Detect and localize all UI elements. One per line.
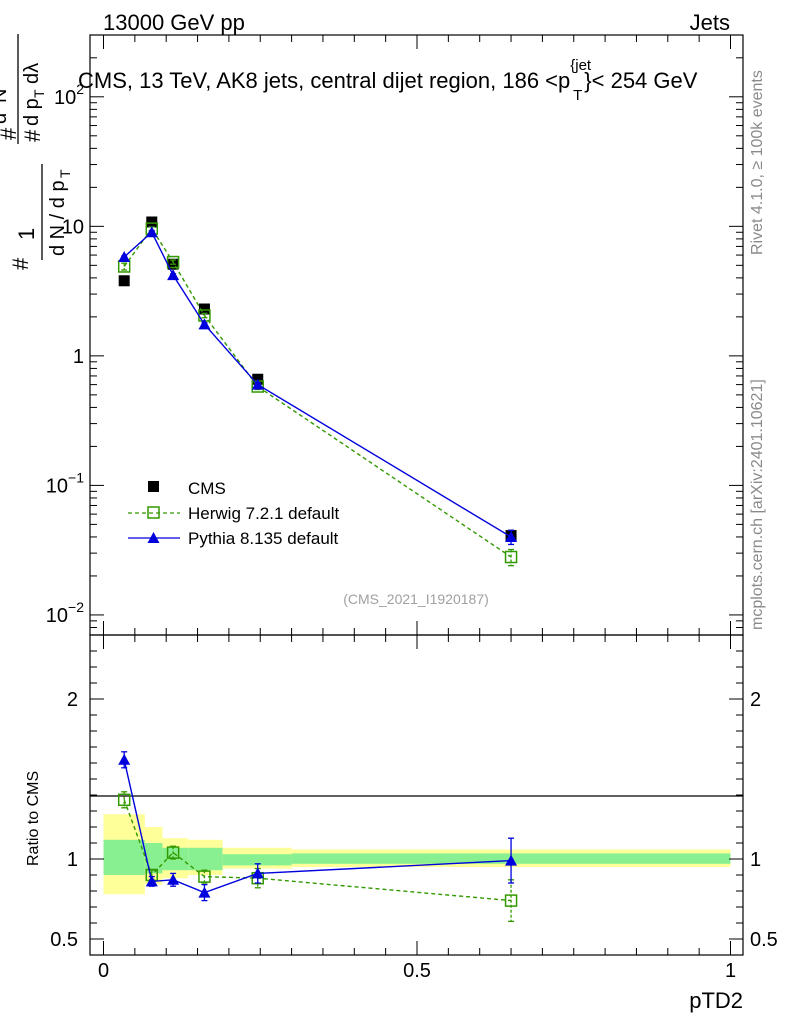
plot-title-tail: }< 254 GeV — [584, 68, 697, 93]
main-y-tick-base: 10 — [62, 216, 84, 238]
y-label-one: 1 — [14, 228, 39, 240]
ratio-band-inner — [103, 839, 145, 875]
main-y-tick-exp: −2 — [68, 599, 84, 615]
main-y-tick-label: 10−2 — [46, 599, 84, 627]
ratio-y-label: Ratio to CMS — [25, 771, 42, 866]
y-label-denominator: d N / d p — [47, 180, 69, 256]
ratio-herwig-point — [166, 846, 180, 859]
y-label-dp: d p — [21, 98, 43, 126]
legend-pythia-label: Pythia 8.135 default — [188, 529, 339, 548]
ratio-pythia-point — [118, 753, 131, 765]
main-cms-point — [146, 216, 158, 228]
y-label-hash3: # — [20, 129, 45, 142]
main-series — [117, 216, 518, 567]
ratio-y-tick-label-right: 1 — [750, 849, 761, 871]
main-herwig-point — [166, 255, 180, 269]
ratio-bands — [103, 814, 731, 895]
ratio-pythia-line — [123, 759, 512, 894]
ratio-y-tick-label-left: 0.5 — [50, 929, 78, 951]
y-label-dlambda: dλ — [21, 63, 43, 84]
main-cms-point — [198, 303, 210, 315]
x-axis-label: pTD2 — [689, 988, 743, 1013]
ratio-pythia-point — [251, 867, 264, 879]
y-label-n: N — [0, 89, 11, 103]
ratio-y-tick-label-right: 0.5 — [750, 929, 778, 951]
ratio-series — [117, 751, 518, 923]
y-label-sub-t1: T — [57, 169, 73, 178]
legend-cms-marker — [148, 481, 159, 492]
ratio-x-tick-label: 1 — [725, 960, 736, 982]
y-label-sup2: 2 — [0, 104, 1, 111]
main-pythia-point — [198, 318, 211, 330]
main-y-tick-label: 102 — [54, 81, 84, 109]
mcplots-label: mcplots.cern.ch [arXiv:2401.10621] — [749, 379, 766, 630]
analysis-id: (CMS_2021_I1920187) — [343, 591, 489, 607]
ratio-x-tick-label: 0 — [98, 960, 109, 982]
main-y-tick-base: 10 — [54, 87, 76, 109]
legend-herwig-marker — [147, 506, 160, 519]
ratio-y-axis: 2 2 1 1 0.5 0.5 — [50, 650, 778, 951]
main-y-tick-label: 10 — [62, 216, 84, 238]
plot-title-main: CMS, 13 TeV, AK8 jets, central dijet reg… — [78, 68, 570, 93]
plot-title-super: {jet — [570, 57, 592, 74]
category-label: Jets — [690, 10, 730, 35]
main-pythia-point — [145, 226, 158, 238]
y-label-hash1: # — [8, 257, 33, 270]
plot-title: CMS, 13 TeV, AK8 jets, central dijet reg… — [78, 57, 698, 104]
legend-pythia-marker — [147, 532, 160, 543]
ratio-y-tick-label-left: 2 — [67, 689, 78, 711]
main-y-tick-exp: 2 — [76, 81, 84, 97]
ratio-band-inner — [222, 854, 292, 866]
ratio-y-tick-label-left: 1 — [67, 849, 78, 871]
y-label-hash2: # — [0, 127, 21, 140]
ratio-pythia-point — [145, 875, 158, 887]
legend-herwig-label: Herwig 7.2.1 default — [188, 504, 339, 523]
ratio-x-axis: 0 0.5 1 — [98, 635, 736, 982]
main-pythia-point — [167, 269, 180, 281]
legend-cms-label: CMS — [188, 479, 226, 498]
ratio-x-tick-label: 0.5 — [403, 960, 431, 982]
main-y-label: # 1 d N / d p T # d 2 N # d p T dλ — [0, 34, 73, 270]
main-x-ticks — [103, 35, 731, 635]
y-label-d2n: d — [0, 113, 11, 124]
ratio-pythia-point — [505, 854, 518, 866]
ratio-herwig-point — [198, 870, 211, 883]
main-pythia-point — [505, 530, 518, 542]
main-pythia-line — [123, 231, 512, 538]
ratio-frame — [89, 634, 744, 956]
ratio-herwig-point — [504, 894, 518, 907]
ratio-band-inner — [144, 843, 163, 874]
ratio-band-inner — [188, 847, 223, 871]
main-y-tick-base: 10 — [46, 475, 68, 497]
ratio-y-tick-label-right: 2 — [750, 689, 761, 711]
ratio-pythia-point — [167, 873, 180, 885]
main-herwig-point — [504, 550, 518, 564]
main-y-tick-base: 1 — [73, 346, 84, 368]
legend: CMS Herwig 7.2.1 default Pythia 8.135 de… — [128, 479, 339, 548]
main-y-tick-label: 10−1 — [46, 469, 84, 497]
main-y-tick-label: 1 — [73, 346, 84, 368]
ratio-panel: 2 21 10.5 0.5 0 0.5 1 Ratio to CMS pTD2 — [25, 634, 778, 1013]
main-y-tick-base: 10 — [46, 605, 68, 627]
main-cms-point — [118, 275, 130, 287]
plot-title-sub: T — [573, 87, 582, 104]
ratio-pythia-point — [198, 886, 211, 898]
main-pythia-point — [118, 250, 131, 262]
energy-label: 13000 GeV pp — [103, 10, 245, 35]
main-y-tick-exp: −1 — [68, 469, 84, 485]
ratio-herwig-point — [117, 793, 131, 807]
main-pythia-point — [251, 378, 264, 390]
main-herwig-line — [123, 227, 512, 558]
rivet-label: Rivet 4.1.0, ≥ 100k events — [749, 70, 766, 255]
y-label-sub-t2: T — [31, 89, 47, 98]
